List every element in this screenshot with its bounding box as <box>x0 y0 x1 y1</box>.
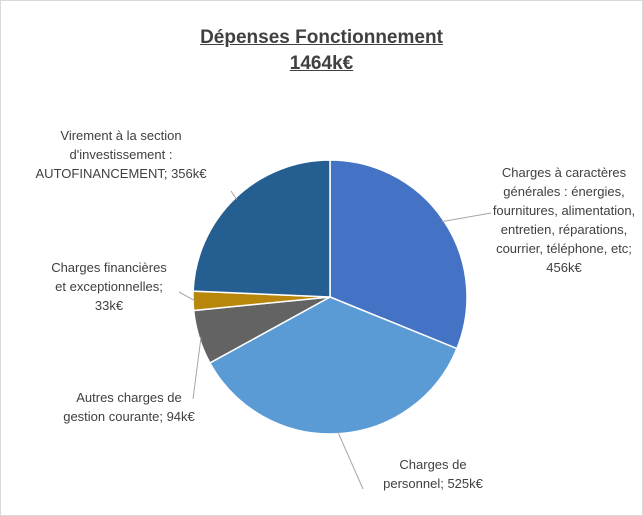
leader-line <box>230 190 238 200</box>
data-label: Virement à la section d'investissement :… <box>35 128 207 181</box>
data-label: Charges financières et exceptionnelles; … <box>51 260 167 313</box>
pie-slice <box>329 159 468 350</box>
chart-title: Dépenses Fonctionnement <box>200 27 443 48</box>
leader-line <box>441 212 492 223</box>
leader-line <box>178 291 196 302</box>
data-label: Charges à caractères générales : énergie… <box>492 165 636 275</box>
pie-slice <box>192 159 331 298</box>
chart-subtitle: 1464k€ <box>289 53 354 74</box>
pie-slice <box>208 296 458 435</box>
data-label: Autres charges de gestion courante; 94k€ <box>63 390 195 424</box>
leader-line <box>192 336 202 400</box>
leader-line <box>337 431 364 490</box>
data-label: Charges de personnel; 525k€ <box>383 457 483 491</box>
